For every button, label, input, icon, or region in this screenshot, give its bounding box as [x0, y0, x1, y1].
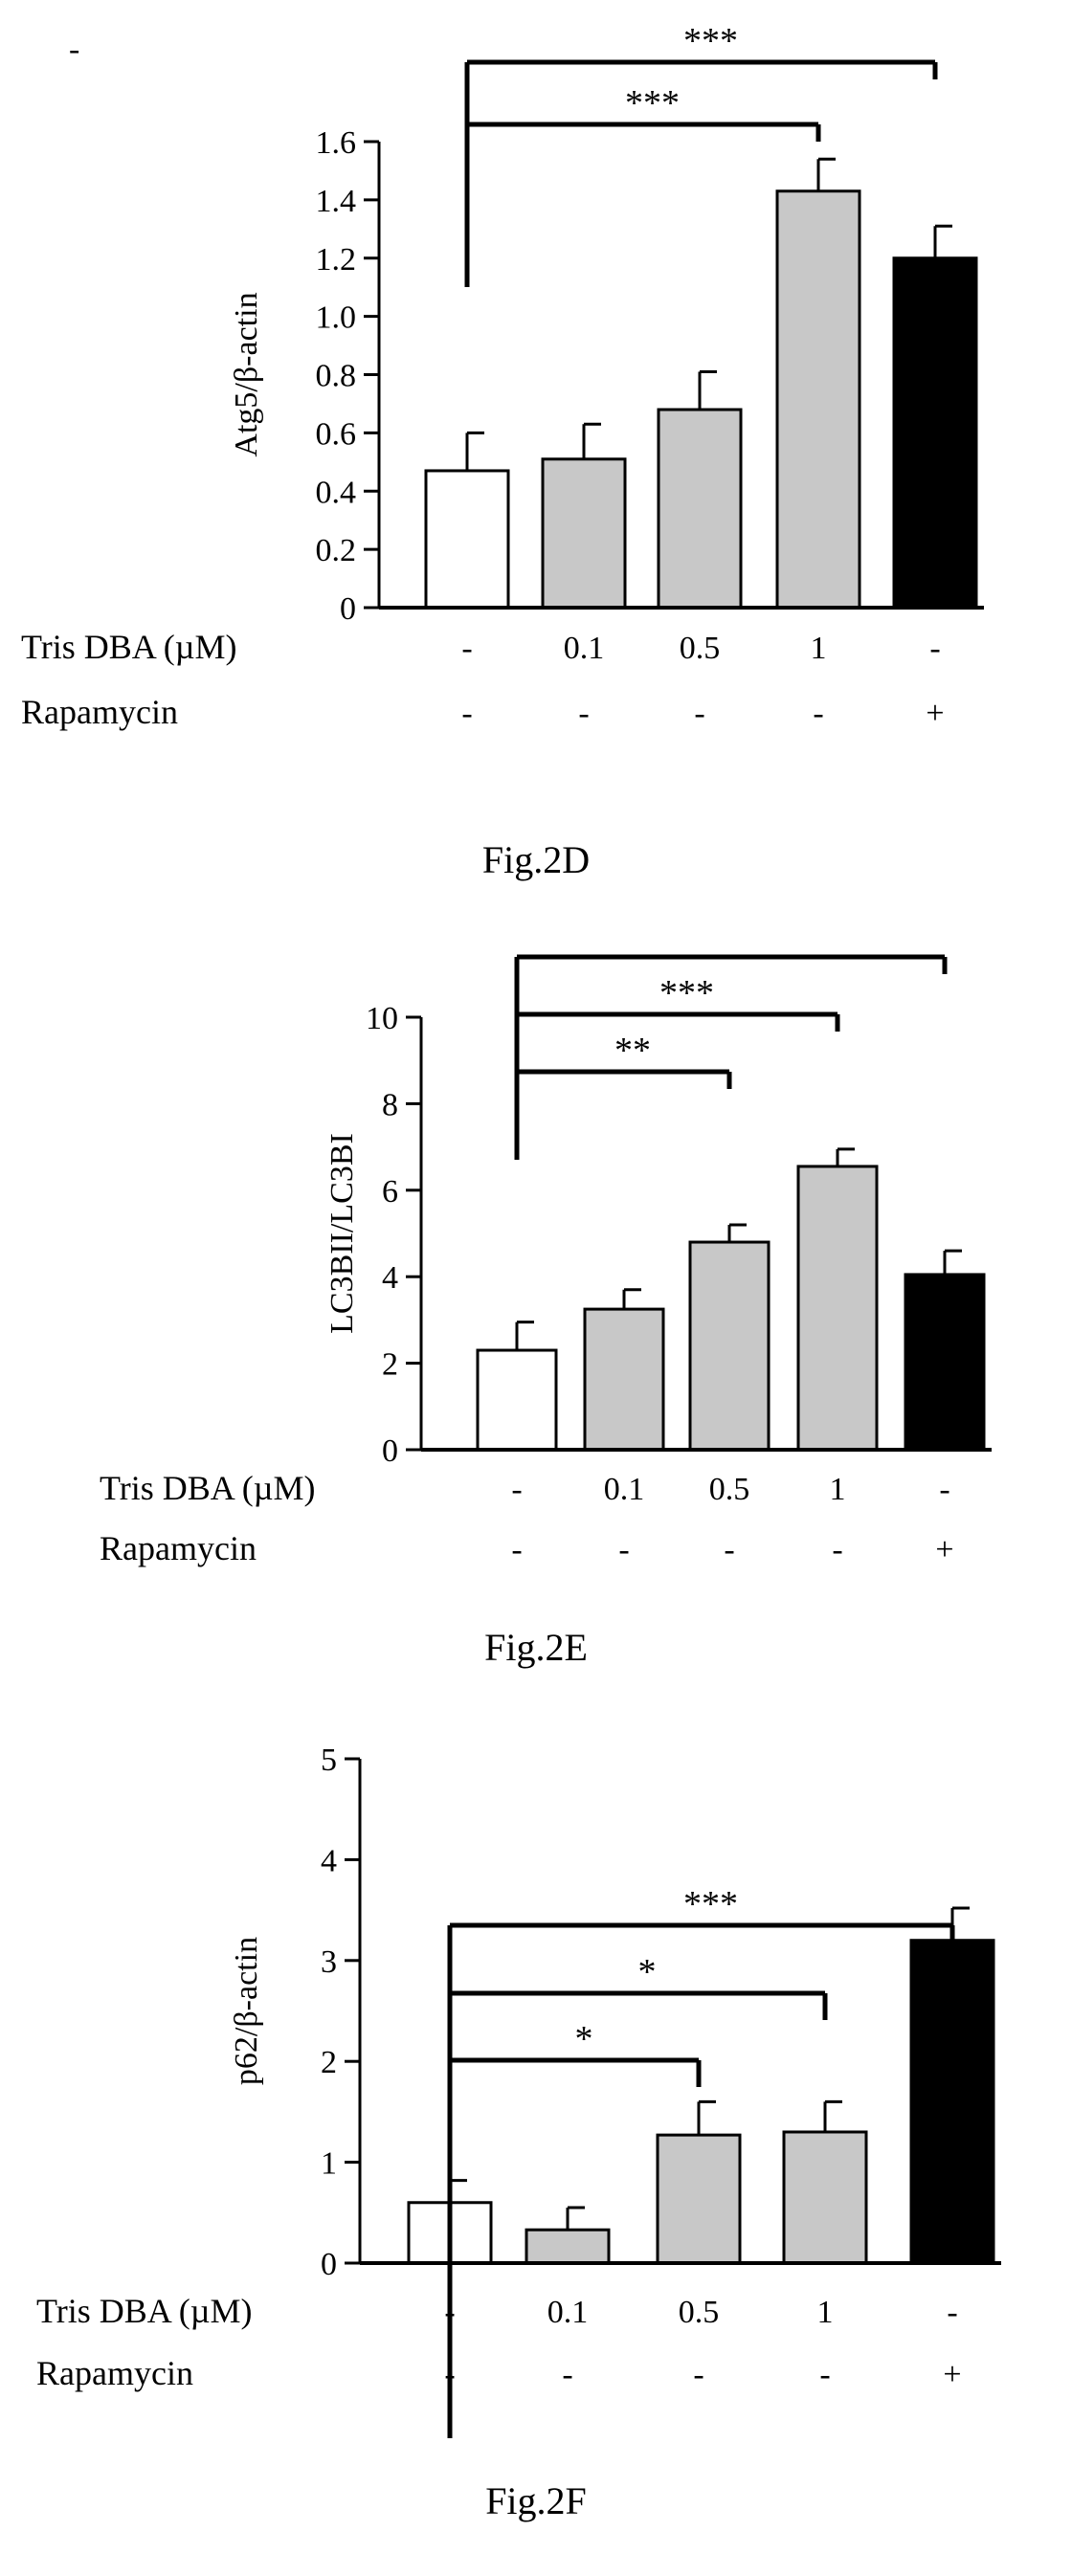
y-axis-label: Atg5/β-actin — [229, 292, 264, 456]
bar — [688, 1240, 770, 1452]
bar — [525, 2228, 611, 2265]
bar — [657, 408, 743, 610]
condition-value: + — [935, 1532, 953, 1567]
y-tick-label: 1 — [321, 2146, 337, 2182]
condition-value: - — [929, 631, 940, 666]
condition-value: - — [813, 696, 823, 731]
y-tick-label: 4 — [382, 1260, 398, 1296]
condition-row-label: Rapamycin — [21, 693, 178, 731]
y-tick-label: 2 — [321, 2045, 337, 2080]
condition-value: 1 — [830, 1472, 846, 1507]
condition-value: - — [939, 1472, 949, 1507]
y-tick-label: 4 — [321, 1843, 337, 1878]
condition-value: + — [943, 2357, 961, 2392]
condition-row-label: Rapamycin — [100, 1529, 257, 1567]
condition-value: - — [578, 696, 589, 731]
condition-value: - — [819, 2357, 830, 2392]
y-tick-label: 0.6 — [316, 416, 357, 452]
condition-value: 0.1 — [564, 631, 605, 666]
y-tick-label: 1.6 — [316, 125, 357, 161]
condition-row-label: Tris DBA (µM) — [21, 628, 236, 666]
condition-value: 1 — [817, 2295, 834, 2330]
condition-value: - — [461, 631, 472, 666]
condition-value: 0.1 — [547, 2295, 589, 2330]
significance-label: *** — [625, 83, 680, 123]
condition-value: - — [947, 2295, 957, 2330]
condition-value: - — [618, 1532, 629, 1567]
y-tick-label: 10 — [366, 1001, 398, 1036]
figure-caption: Fig.2E — [484, 1626, 588, 1669]
condition-value: 0.5 — [679, 2295, 720, 2330]
condition-value: 0.5 — [680, 631, 721, 666]
condition-value: + — [926, 696, 944, 731]
chart-fig-2e: 0 2 4 6 8 10 LC3BII/LC3BI ***** Tris DBA (µM) - 0.… — [100, 954, 992, 1669]
condition-value: 0.5 — [709, 1472, 750, 1507]
y-tick-label: 3 — [321, 1944, 337, 1980]
condition-value: - — [694, 696, 704, 731]
y-axis-label: p62/β-actin — [229, 1937, 264, 2085]
bar — [424, 469, 510, 610]
y-tick-label: 5 — [321, 1743, 337, 1778]
condition-value: - — [444, 2357, 455, 2392]
significance-label: * — [638, 1952, 657, 1992]
bar — [583, 1307, 665, 1452]
significance-label: * — [575, 2019, 593, 2059]
y-tick-label: 0 — [321, 2247, 337, 2282]
stray-mark: - — [69, 32, 79, 67]
figure-caption: Fig.2F — [485, 2479, 587, 2522]
condition-value: 1 — [811, 631, 827, 666]
bar — [476, 1348, 558, 1452]
condition-row-label: Rapamycin — [36, 2354, 193, 2392]
y-axis-label: LC3BII/LC3BI — [324, 1133, 360, 1334]
significance-label: *** — [683, 21, 738, 61]
y-tick-label: 0.2 — [316, 533, 357, 568]
bar — [796, 1165, 879, 1452]
condition-value: - — [511, 1472, 522, 1507]
condition-value: - — [562, 2357, 572, 2392]
y-tick-label: 0 — [382, 1433, 398, 1469]
significance-label: ** — [614, 1031, 651, 1071]
significance-label: *** — [683, 1884, 738, 1924]
y-tick-label: 8 — [382, 1087, 398, 1122]
y-tick-label: 0.8 — [316, 359, 357, 394]
bar — [656, 2133, 742, 2265]
y-tick-label: 1.0 — [316, 300, 357, 336]
y-tick-label: 6 — [382, 1174, 398, 1210]
y-tick-label: 1.4 — [316, 184, 357, 219]
y-tick-label: 1.2 — [316, 242, 357, 278]
bar — [541, 457, 627, 610]
significance-label: *** — [659, 973, 714, 1013]
condition-value: 0.1 — [604, 1472, 645, 1507]
y-tick-label: 0 — [340, 591, 356, 627]
y-tick-label: 2 — [382, 1347, 398, 1383]
condition-value: - — [724, 1532, 734, 1567]
bar — [892, 256, 978, 610]
chart-fig-2d: 0 0.2 0.4 0.6 0.8 1.0 1.2 1.4 1.6 Atg5/β-actin ***… — [21, 21, 984, 881]
figure-caption: Fig.2D — [482, 838, 590, 881]
condition-value: - — [461, 696, 472, 731]
condition-row-label: Tris DBA (µM) — [36, 2292, 252, 2330]
condition-value: - — [511, 1532, 522, 1567]
bar — [904, 1273, 986, 1452]
bar — [782, 2130, 868, 2265]
bar — [909, 1939, 995, 2265]
bar — [775, 189, 861, 610]
y-tick-label: 0.4 — [316, 475, 357, 510]
condition-row-label: Tris DBA (µM) — [100, 1469, 315, 1507]
condition-value: - — [832, 1532, 842, 1567]
condition-value: - — [693, 2357, 704, 2392]
condition-value: - — [444, 2295, 455, 2330]
